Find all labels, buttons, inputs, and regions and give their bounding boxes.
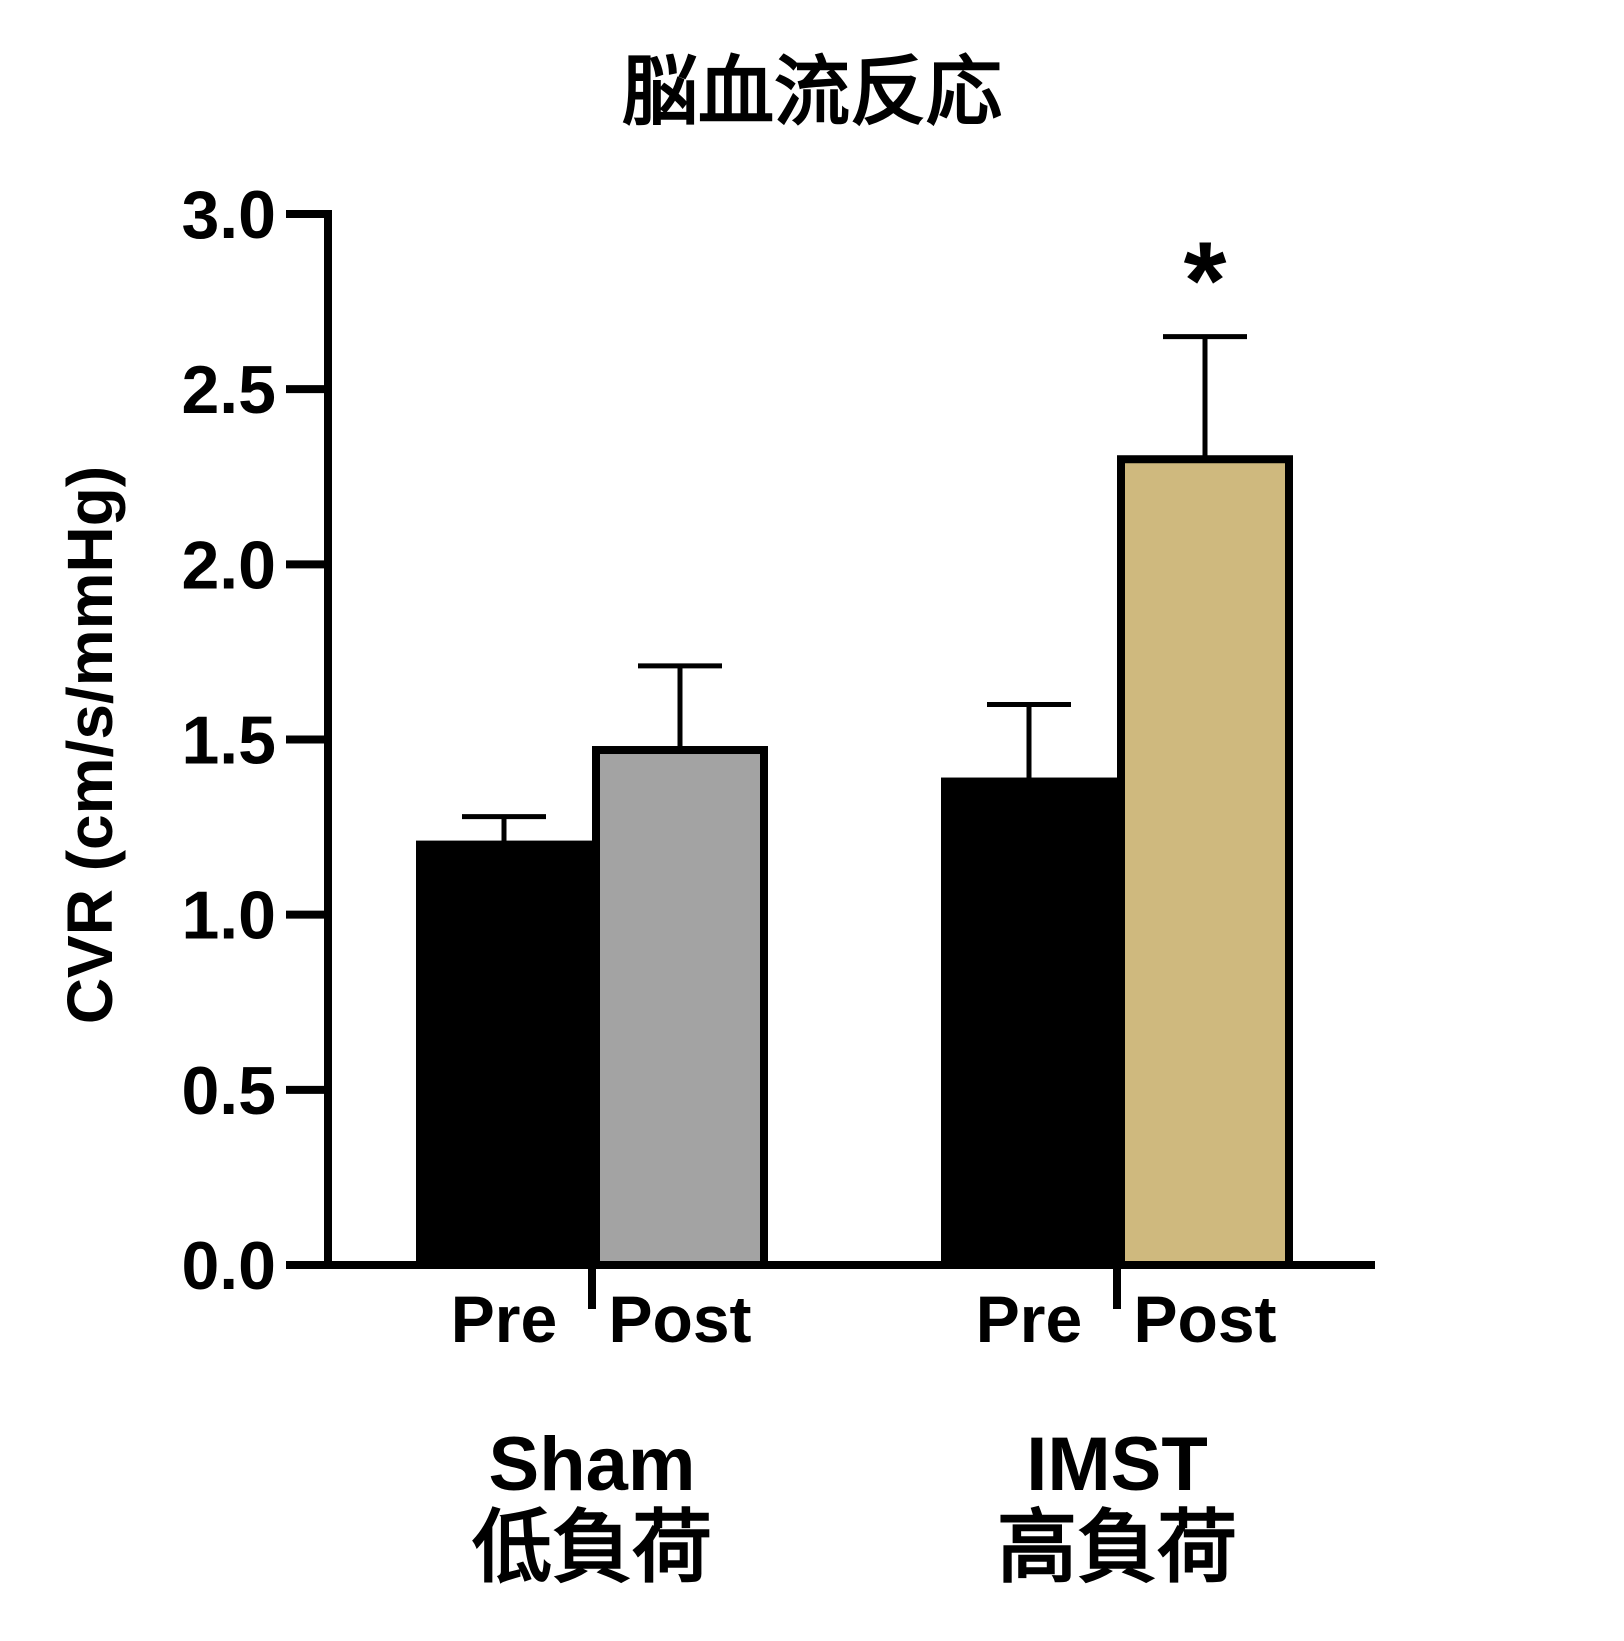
y-tick-label: 1.5 <box>181 703 276 779</box>
y-tick-label: 2.5 <box>181 352 276 428</box>
x-tick-label: Pre <box>976 1282 1082 1356</box>
chart-title: 脳血流反応 <box>622 47 1002 136</box>
bar-sham-post <box>592 746 768 1269</box>
bar-imst-pre <box>941 777 1117 1269</box>
y-tick-label: 2.0 <box>181 527 276 603</box>
x-tick-label: Post <box>1133 1282 1276 1356</box>
significance-marker: * <box>1184 220 1227 343</box>
group-label: IMST <box>1026 1422 1208 1507</box>
y-tick-label: 3.0 <box>181 177 276 253</box>
bar-imst-post <box>1117 455 1293 1269</box>
y-tick-label: 0.5 <box>181 1053 276 1129</box>
x-tick-label: Post <box>608 1282 751 1356</box>
group-sublabel: 高負荷 <box>997 1501 1237 1594</box>
bar-sham-pre <box>416 840 592 1269</box>
group-label: Sham <box>489 1422 696 1507</box>
y-tick-label: 1.0 <box>181 878 276 954</box>
group-sublabel: 低負荷 <box>472 1501 712 1594</box>
x-tick-label: Pre <box>451 1282 557 1356</box>
y-tick-label: 0.0 <box>181 1228 276 1304</box>
